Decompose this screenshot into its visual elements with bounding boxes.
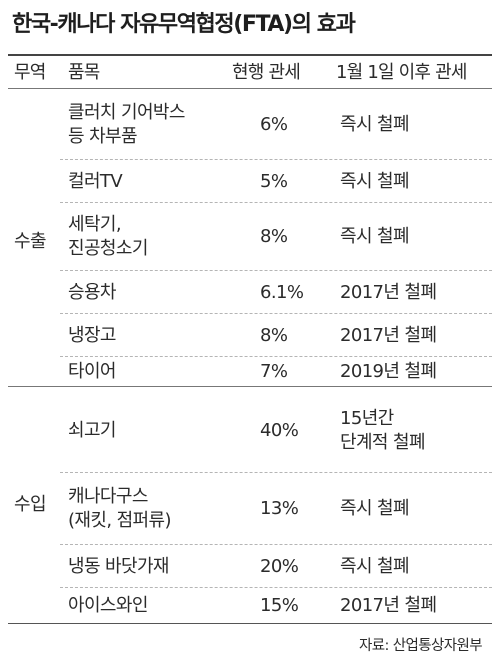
- item-name: 아이스와인: [68, 594, 148, 616]
- row-divider: [60, 313, 492, 314]
- item-name: 세탁기, 진공청소기: [68, 214, 148, 259]
- header-tariff-after: 1월 1일 이후 관세: [336, 62, 467, 83]
- tariff-after-value: 즉시 철폐: [340, 226, 410, 248]
- header-trade: 무역: [14, 62, 46, 83]
- source-note: 자료: 산업통상자원부: [359, 638, 483, 654]
- group-label-import: 수입: [14, 494, 47, 515]
- item-name: 타이어: [68, 360, 116, 382]
- current-tariff-value: 6%: [260, 114, 288, 136]
- page-title: 한국-캐나다 자유무역협정(FTA)의 효과: [12, 12, 356, 37]
- tariff-after-value: 2017년 철폐: [340, 324, 437, 346]
- table-row: 아이스와인 15% 2017년 철폐: [60, 588, 492, 623]
- table-row: 냉동 바닷가재 20% 즉시 철폐: [60, 545, 492, 588]
- table-top-rule: [8, 54, 492, 56]
- group-divider-rule: [8, 386, 492, 387]
- tariff-after-value: 15년간 단계적 철폐: [340, 407, 426, 453]
- row-divider: [60, 202, 492, 203]
- current-tariff-value: 8%: [260, 324, 288, 346]
- current-tariff-value: 7%: [260, 360, 288, 382]
- tariff-after-value: 즉시 철폐: [340, 114, 410, 136]
- row-divider: [60, 270, 492, 271]
- table-row: 컬러TV 5% 즉시 철폐: [60, 160, 492, 203]
- current-tariff-value: 6.1%: [260, 281, 304, 303]
- tariff-after-value: 2017년 철폐: [340, 281, 437, 303]
- tariff-after-value: 2017년 철폐: [340, 594, 437, 616]
- current-tariff-value: 15%: [260, 594, 299, 616]
- row-divider: [60, 159, 492, 160]
- current-tariff-value: 13%: [260, 498, 299, 520]
- table-row: 타이어 7% 2019년 철폐: [60, 357, 492, 386]
- table-bottom-rule: [8, 623, 492, 624]
- table-row: 세탁기, 진공청소기 8% 즉시 철폐: [60, 203, 492, 271]
- item-name: 냉장고: [68, 324, 116, 346]
- item-name: 승용차: [68, 281, 116, 303]
- table-row: 냉장고 8% 2017년 철폐: [60, 314, 492, 357]
- row-divider: [60, 472, 492, 473]
- tariff-after-value: 즉시 철폐: [340, 555, 410, 577]
- tariff-after-value: 2019년 철폐: [340, 360, 437, 382]
- current-tariff-value: 8%: [260, 226, 288, 248]
- item-name: 쇠고기: [68, 419, 116, 441]
- current-tariff-value: 40%: [260, 419, 299, 441]
- row-divider: [60, 587, 492, 588]
- current-tariff-value: 20%: [260, 555, 299, 577]
- header-item: 품목: [68, 62, 100, 83]
- header-rule: [8, 88, 492, 89]
- item-name: 컬러TV: [68, 170, 123, 192]
- table-row: 클러치 기어박스 등 차부품 6% 즉시 철폐: [60, 90, 492, 160]
- table-row: 캐나다구스 (재킷, 점퍼류) 13% 즉시 철폐: [60, 473, 492, 545]
- tariff-after-value: 즉시 철폐: [340, 170, 410, 192]
- current-tariff-value: 5%: [260, 170, 288, 192]
- item-name: 냉동 바닷가재: [68, 555, 169, 577]
- header-current-tariff: 현행 관세: [232, 62, 301, 83]
- table-row: 승용차 6.1% 2017년 철폐: [60, 271, 492, 314]
- item-name: 클러치 기어박스 등 차부품: [68, 102, 185, 147]
- tariff-after-value: 즉시 철폐: [340, 498, 410, 520]
- row-divider: [60, 544, 492, 545]
- group-label-export: 수출: [14, 231, 47, 252]
- row-divider: [60, 356, 492, 357]
- item-name: 캐나다구스 (재킷, 점퍼류): [68, 486, 171, 531]
- table-row: 쇠고기 40% 15년간 단계적 철폐: [60, 388, 492, 473]
